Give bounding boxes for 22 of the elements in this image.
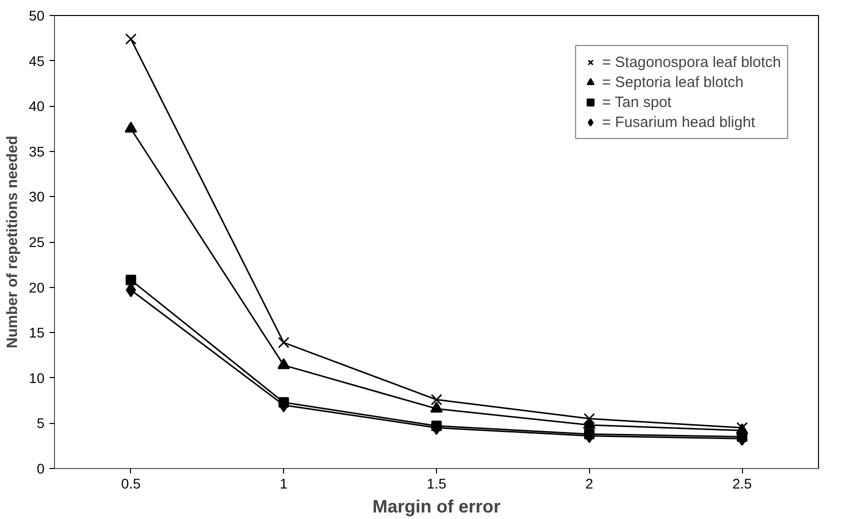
y-tick-label: 10 — [28, 370, 45, 386]
legend-label: = Fusarium head blight — [602, 114, 756, 130]
y-tick-label: 0 — [36, 460, 45, 476]
legend-label: = Septoria leaf blotch — [602, 74, 744, 90]
y-tick-label: 40 — [28, 98, 45, 114]
x-tick-label: 1.5 — [426, 476, 446, 492]
y-tick-label: 35 — [28, 143, 45, 160]
legend-label: = Tan spot — [602, 94, 672, 110]
x-tick-label: 0.5 — [121, 476, 141, 492]
y-tick-label: 30 — [28, 188, 45, 205]
x-axis-title: Margin of error — [372, 496, 501, 516]
y-tick-label: 15 — [28, 324, 45, 341]
x-tick-label: 2 — [585, 476, 594, 492]
y-tick-label: 50 — [28, 8, 45, 24]
legend-label: = Stagonospora leaf blotch — [602, 54, 781, 70]
x-tick-label: 2.5 — [732, 476, 752, 492]
y-tick-label: 5 — [36, 415, 45, 432]
y-tick-label: 20 — [28, 279, 45, 296]
y-axis-title: Number of repetitions needed — [4, 136, 21, 348]
y-tick-label: 25 — [28, 234, 45, 250]
y-tick-label: 45 — [28, 52, 45, 69]
x-tick-label: 1 — [280, 476, 288, 492]
